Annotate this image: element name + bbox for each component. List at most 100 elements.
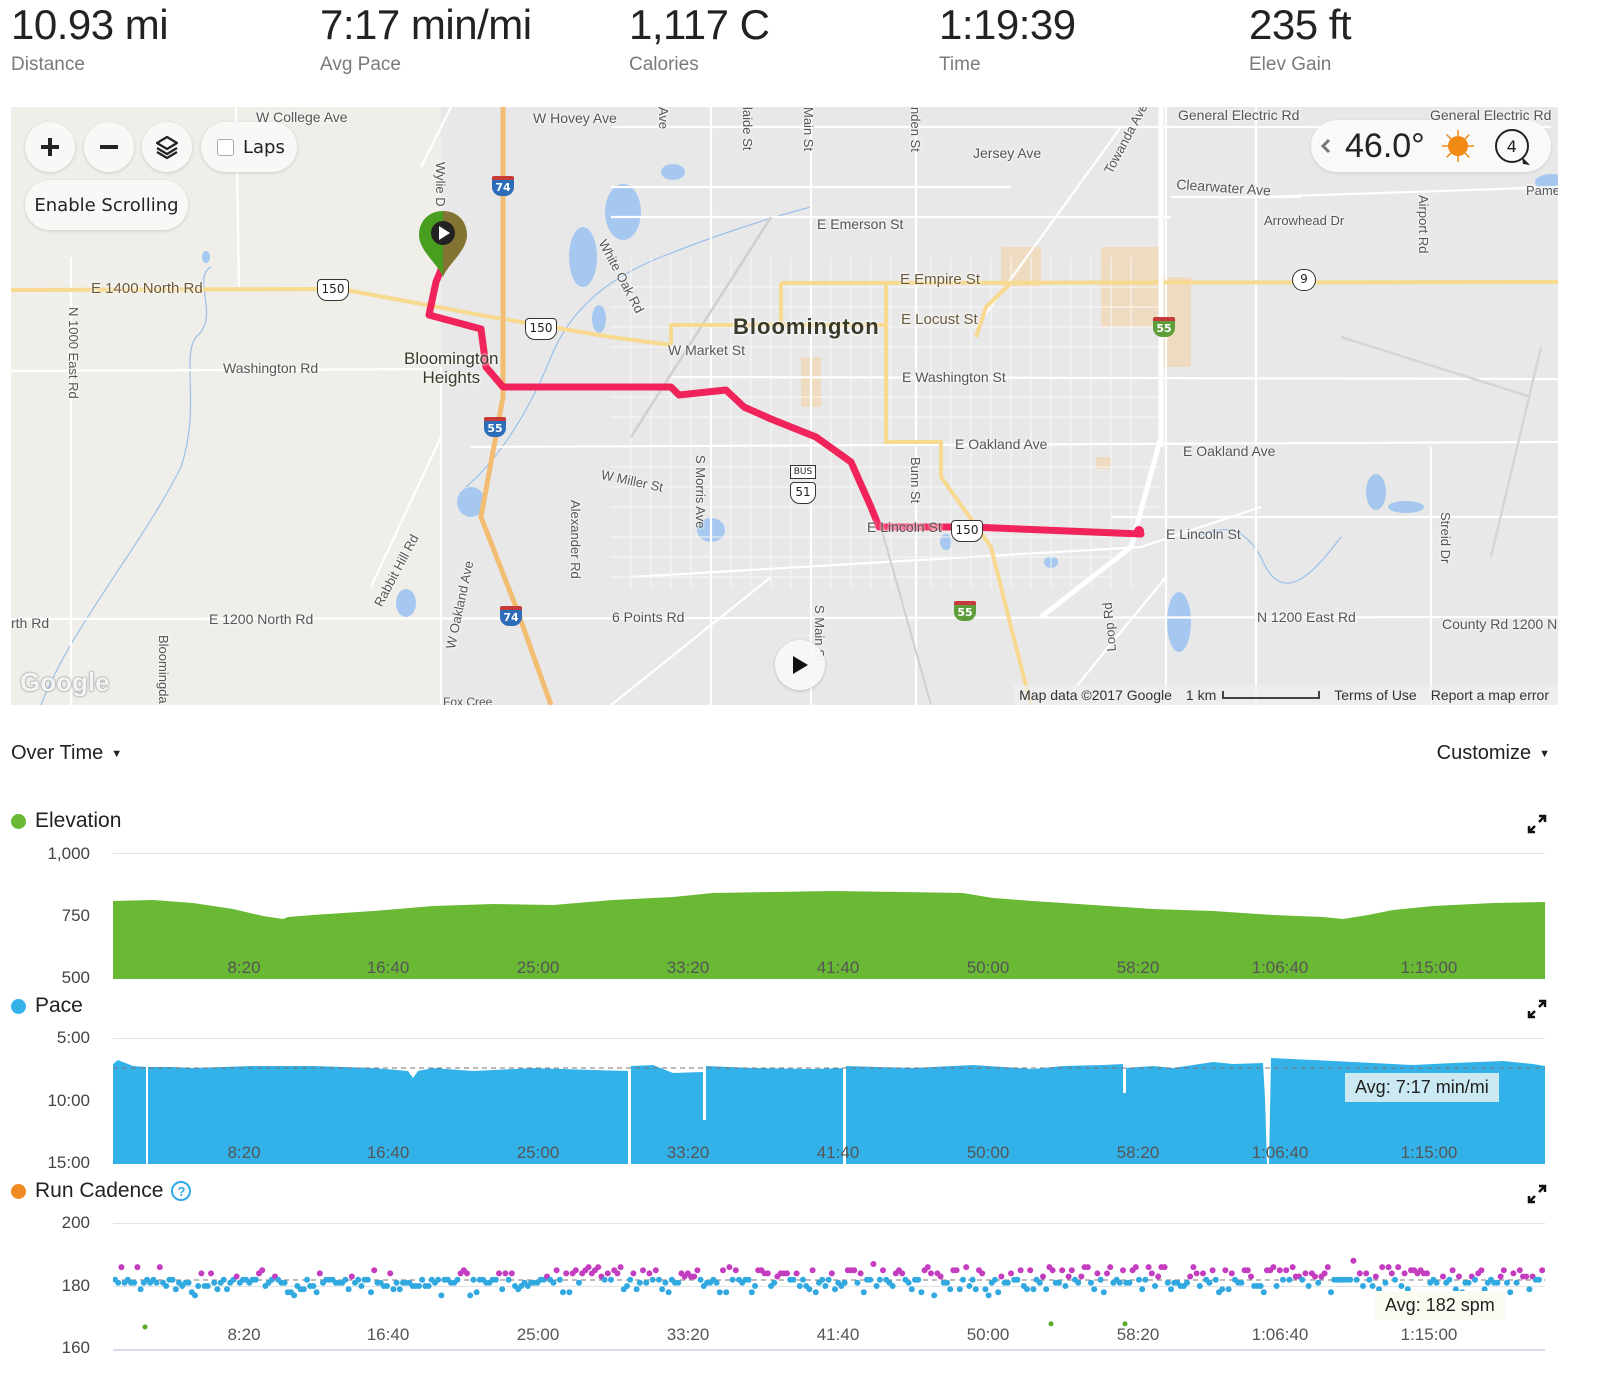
chart-view-dropdown[interactable]: Over Time ▼ [11, 742, 122, 765]
sun-icon [1441, 130, 1474, 162]
map-label: Arrowhead Dr [1264, 213, 1345, 228]
map-label: Bunn St [908, 457, 923, 504]
terms-of-use-link[interactable]: Terms of Use [1334, 687, 1417, 703]
elevation-area [113, 891, 1545, 979]
map-label: E Locust St [901, 311, 978, 328]
legend-dot [11, 1183, 26, 1199]
stat-value: 10.93 mi [11, 1, 169, 48]
x-axis-label: 1:15:00 [1400, 1143, 1458, 1162]
laps-checkbox[interactable] [217, 138, 234, 156]
play-icon [793, 656, 808, 674]
us-route-shield: 51 [790, 482, 816, 504]
minus-icon [100, 145, 118, 149]
y-axis-label: 10:00 [47, 1091, 90, 1110]
legend-dot [11, 813, 26, 829]
x-axis-label: 25:00 [516, 1143, 560, 1162]
map-label: Ave [656, 107, 671, 130]
map-tiles [11, 107, 1558, 705]
stat-value: 235 ft [1249, 1, 1352, 48]
route-map[interactable]: 150 150 150 74 74 55 55 55 BUS 51 9 W Co… [11, 107, 1558, 705]
stat-avg-pace: 7:17 min/mi Avg Pace [320, 0, 532, 76]
map-label: W College Ave [256, 109, 348, 125]
y-axis-label: 750 [61, 906, 90, 925]
cadence-plot-area[interactable]: Avg: 182 spm 8:20 16:40 25:00 33:20 41:4… [113, 1223, 1545, 1353]
start-pin-icon[interactable] [417, 209, 469, 279]
zoom-out-button[interactable] [84, 122, 134, 172]
map-layers-button[interactable] [142, 122, 192, 172]
y-axis-label: 200 [61, 1213, 90, 1232]
chart-title: Elevation [11, 809, 121, 833]
stat-calories: 1,117 C Calories [629, 0, 770, 76]
enable-scrolling-button[interactable]: Enable Scrolling [25, 180, 188, 230]
map-label: W Market St [668, 342, 746, 358]
x-axis-label: 1:15:00 [1400, 1325, 1458, 1344]
map-label: E Lincoln St [867, 519, 942, 535]
x-axis-label: 16:40 [366, 1143, 410, 1162]
map-label: E Empire St [900, 271, 981, 288]
plus-icon [41, 138, 59, 156]
chart-title: Pace [11, 994, 83, 1018]
map-label: E Washington St [902, 369, 1006, 385]
chevron-left-icon[interactable] [1319, 137, 1333, 155]
us-route-shield: 150 [951, 520, 983, 542]
map-label: rth Rd [11, 615, 50, 631]
chart-title-text: Pace [35, 994, 83, 1017]
x-axis-label: 41:40 [816, 958, 860, 977]
map-label: N 1000 East Rd [66, 307, 81, 399]
us-route-shield: 150 [525, 318, 557, 340]
customize-dropdown[interactable]: Customize ▼ [1437, 742, 1550, 765]
wind-indicator: 4 [1494, 129, 1530, 165]
map-label: Wylie D [433, 162, 448, 207]
map-label: N 1200 East Rd [1257, 609, 1356, 625]
map-city-label: Bloomington [733, 314, 880, 339]
map-label: General Electric Rd [1430, 107, 1552, 123]
activity-summary: 10.93 mi Distance 7:17 min/mi Avg Pace 1… [0, 0, 1600, 100]
map-label: S Morris Ave [693, 455, 708, 529]
weather-widget[interactable]: 46.0° 4 [1311, 120, 1551, 172]
elevation-plot-area[interactable]: 8:20 16:40 25:00 33:20 41:40 50:00 58:20… [113, 853, 1545, 979]
map-label: E Lincoln St [1166, 526, 1241, 542]
expand-icon[interactable] [1526, 998, 1548, 1020]
report-map-error-link[interactable]: Report a map error [1430, 687, 1549, 703]
x-axis-label: 25:00 [516, 1325, 560, 1344]
pace-plot-area[interactable]: Avg: 7:17 min/mi 8:20 16:40 25:00 33:20 … [113, 1038, 1545, 1164]
x-axis-label: 58:20 [1116, 1143, 1160, 1162]
map-label: E Oakland Ave [955, 436, 1048, 452]
cadence-avg-label: Avg: 182 spm [1375, 1291, 1505, 1320]
pace-area [113, 1058, 1545, 1164]
play-route-button[interactable] [775, 640, 825, 690]
map-label: Streid Dr [1438, 512, 1453, 564]
x-axis-label: 8:20 [227, 1143, 261, 1162]
run-cadence-chart: Run Cadence ? 200 180 160 Avg: 182 spm 8… [0, 1175, 1600, 1398]
stat-time: 1:19:39 Time [939, 0, 1076, 76]
map-label: E Oakland Ave [1183, 443, 1276, 459]
wind-speed: 4 [1506, 136, 1517, 156]
customize-label: Customize [1436, 742, 1532, 764]
x-axis-label: 33:20 [666, 1325, 710, 1344]
stat-label: Avg Pace [320, 54, 401, 75]
x-axis-label: 25:00 [516, 958, 560, 977]
x-axis-label: 41:40 [816, 1325, 860, 1344]
caret-down-icon: ▼ [111, 747, 123, 760]
map-label: Pame [1526, 183, 1558, 198]
chart-view-label: Over Time [11, 742, 104, 764]
layers-icon [155, 135, 179, 160]
us-route-shield: 150 [317, 279, 349, 301]
end-point-marker [1134, 526, 1144, 536]
y-axis-label: 500 [61, 968, 90, 987]
expand-icon[interactable] [1526, 813, 1548, 835]
zoom-in-button[interactable] [25, 122, 75, 172]
map-label: E 1400 North Rd [91, 280, 203, 297]
laps-toggle[interactable]: Laps [201, 122, 297, 172]
x-axis-label: 16:40 [366, 958, 410, 977]
map-label: Washington Rd [223, 360, 319, 376]
legend-dot [11, 998, 26, 1014]
x-axis-label: 58:20 [1116, 1325, 1160, 1344]
map-label: E 1200 North Rd [209, 611, 314, 627]
laps-label: Laps [243, 136, 285, 158]
x-axis-label: 50:00 [966, 1325, 1010, 1344]
stat-label: Distance [11, 54, 85, 75]
expand-icon[interactable] [1526, 1183, 1548, 1205]
pace-avg-label: Avg: 7:17 min/mi [1345, 1073, 1499, 1102]
help-icon[interactable]: ? [171, 1181, 192, 1201]
